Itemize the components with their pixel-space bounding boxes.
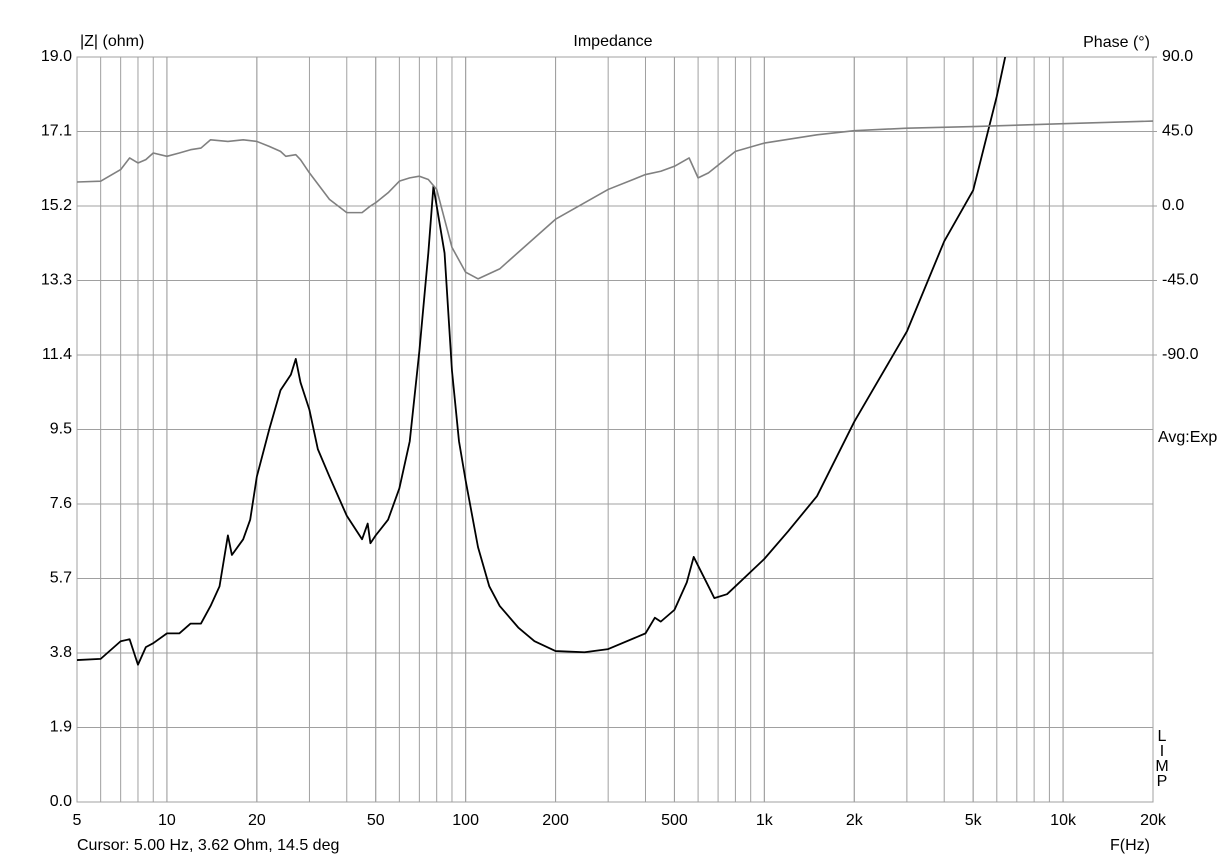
y2-axis-label: Phase (°) <box>1083 34 1150 51</box>
y-tick-label: 9.5 <box>50 421 72 438</box>
series-line <box>77 120 1153 280</box>
x-tick-label: 10k <box>1050 812 1077 829</box>
x-tick-label: 20 <box>248 812 266 829</box>
x-tick-label: 10 <box>158 812 176 829</box>
cursor-readout: Cursor: 5.00 Hz, 3.62 Ohm, 14.5 deg <box>77 837 339 854</box>
y2-tick-label: 90.0 <box>1162 48 1193 65</box>
x-tick-label: 500 <box>661 812 688 829</box>
y-tick-label: 15.2 <box>41 197 72 214</box>
y-tick-label: 11.4 <box>42 346 72 363</box>
x-tick-label: 200 <box>542 812 569 829</box>
y-tick-label: 5.7 <box>50 570 72 587</box>
y-tick-label: 13.3 <box>41 272 72 289</box>
y2-tick-label: 0.0 <box>1162 197 1184 214</box>
x-tick-label: 5k <box>965 812 983 829</box>
x-axis-label: F(Hz) <box>1110 837 1150 854</box>
x-tick-label: 1k <box>756 812 774 829</box>
plot-lines <box>77 57 1153 666</box>
y-tick-label: 3.8 <box>50 644 72 661</box>
y-tick-label: 7.6 <box>50 495 72 512</box>
average-annotation: Avg:Exp <box>1158 429 1217 446</box>
plot-frame <box>76 56 1154 803</box>
y-axis-label: |Z| (ohm) <box>80 33 144 50</box>
y2-tick-label: -45.0 <box>1162 272 1199 289</box>
x-tick-label: 20k <box>1140 812 1167 829</box>
x-tick-label: 50 <box>367 812 385 829</box>
y-tick-label: 1.9 <box>50 719 72 736</box>
x-tick-label: 2k <box>846 812 864 829</box>
x-tick-label: 5 <box>73 812 82 829</box>
y2-tick-label: -90.0 <box>1162 346 1199 363</box>
chart-title: Impedance <box>573 33 652 50</box>
y-tick-label: 19.0 <box>41 48 72 65</box>
y2-tick-label: 45.0 <box>1162 123 1193 140</box>
series-line <box>77 57 1007 666</box>
y-tick-label: 0.0 <box>50 793 72 810</box>
y-tick-label: 17.1 <box>41 123 72 140</box>
x-tick-label: 100 <box>452 812 479 829</box>
limp-annotation: LIMP <box>1154 728 1171 788</box>
